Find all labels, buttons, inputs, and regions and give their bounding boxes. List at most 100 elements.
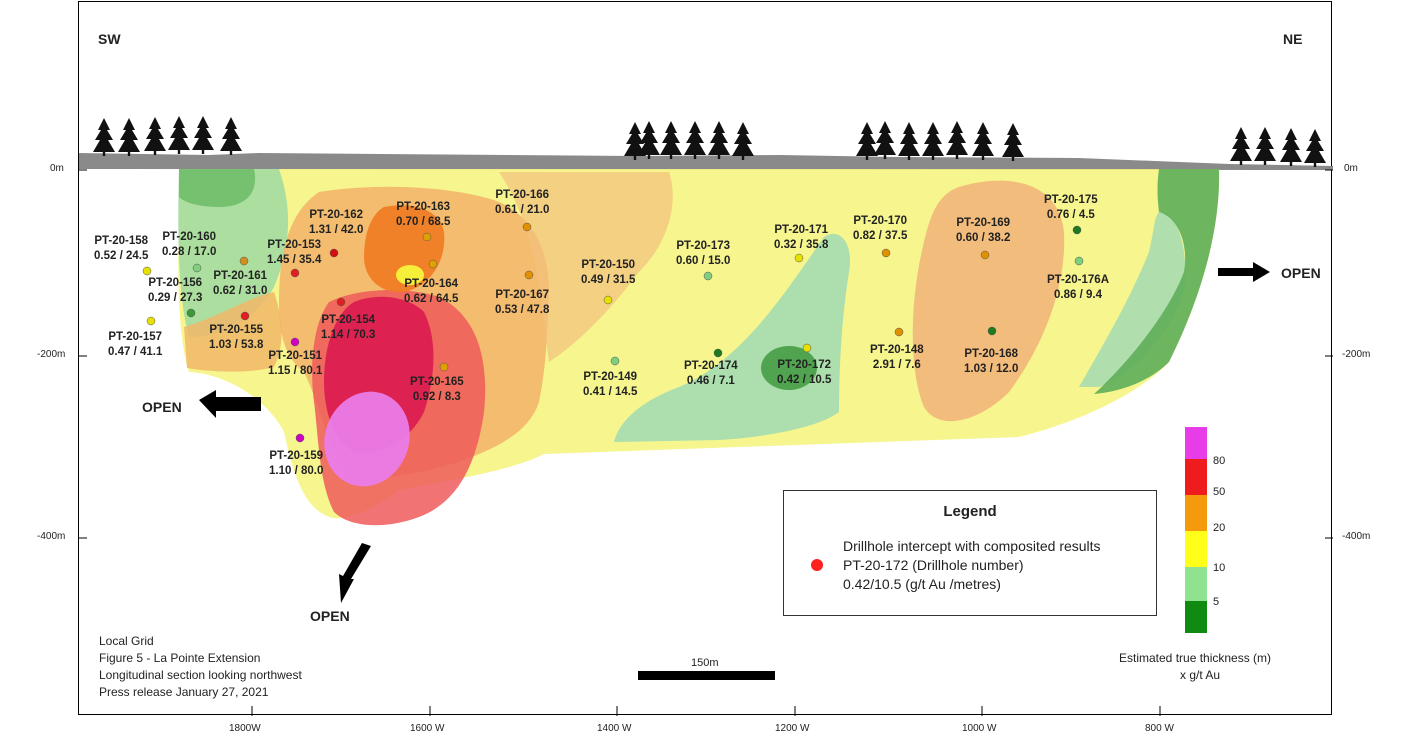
arrow-left-icon [199, 390, 261, 418]
drillhole-result: 0.61 / 21.0 [495, 204, 550, 216]
ne-label: NE [1283, 31, 1303, 47]
drillhole-label: PT-20-156 0.29 / 27.3 [148, 276, 202, 306]
drillhole-marker [422, 232, 432, 242]
depth-ticks [79, 169, 1333, 539]
easting-ticks [251, 706, 1161, 716]
open-arrows [199, 262, 1270, 603]
color-scale-label: 10 [1213, 562, 1226, 574]
zone-0-5-west [179, 169, 256, 207]
drillhole-label: PT-20-162 1.31 / 42.0 [309, 208, 363, 238]
legend-line-1: Drillhole intercept with composited resu… [843, 538, 1101, 554]
footer-line: Longitudinal section looking northwest [99, 668, 302, 682]
zone-10-20-core [396, 265, 424, 285]
drillhole-label: PT-20-155 1.03 / 53.8 [209, 323, 263, 353]
drillhole-marker [980, 250, 990, 260]
depth-label-right-400: -400m [1342, 531, 1371, 542]
open-label-west: OPEN [142, 399, 182, 415]
zone-5-10-central [614, 233, 850, 442]
drillhole-id: PT-20-166 [495, 189, 550, 201]
color-scale-bar [1185, 427, 1207, 633]
drillhole-label: PT-20-161 0.62 / 31.0 [213, 269, 267, 299]
colorscale-caption-2: x g/t Au [1180, 668, 1221, 682]
drillhole-marker [1074, 256, 1084, 266]
drillhole-label: PT-20-153 1.45 / 35.4 [267, 238, 321, 268]
drillhole-result: 0.53 / 47.8 [495, 304, 550, 316]
color-scale-label: 80 [1213, 455, 1226, 467]
color-scale-label: 5 [1213, 596, 1220, 608]
drillhole-id: PT-20-153 [267, 239, 322, 251]
drillhole-label: PT-20-173 0.60 / 15.0 [676, 239, 730, 269]
drillhole-marker [428, 259, 438, 269]
zone-5-10-east [1079, 212, 1186, 387]
drillhole-result: 0.41 / 14.5 [583, 386, 638, 398]
drillhole-marker [192, 263, 202, 273]
color-scale-segment [1185, 427, 1207, 459]
drillhole-result: 2.91 / 7.6 [872, 359, 921, 371]
ground-surface [79, 153, 1333, 170]
section-frame: SW NE OPEN OPEN OPEN PT-20-158 0.52 / 24.… [78, 1, 1333, 716]
drillhole-label: PT-20-157 0.47 / 41.1 [108, 330, 162, 360]
drillhole-label: PT-20-170 0.82 / 37.5 [853, 214, 907, 244]
drillhole-marker [713, 348, 723, 358]
color-scale-segment [1185, 531, 1207, 567]
drillhole-id: PT-20-150 [581, 259, 636, 271]
easting-label: 1000 W [962, 723, 997, 734]
legend: Legend Drillhole intercept with composit… [783, 490, 1157, 616]
drillhole-marker [894, 327, 904, 337]
drillhole-id: PT-20-169 [956, 217, 1011, 229]
drillhole-label: PT-20-166 0.61 / 21.0 [495, 188, 549, 218]
drillhole-label: PT-20-148 2.91 / 7.6 [870, 343, 924, 373]
drillhole-label: PT-20-176A 0.86 / 9.4 [1047, 273, 1109, 303]
drillhole-result: 1.15 / 80.1 [268, 365, 323, 377]
arrow-down-icon [339, 543, 371, 603]
drillhole-id: PT-20-173 [676, 240, 731, 252]
drillhole-marker [240, 311, 250, 321]
drillhole-result: 0.62 / 64.5 [404, 293, 459, 305]
drillhole-marker [295, 433, 305, 443]
drillhole-label: PT-20-172 0.42 / 10.5 [777, 358, 831, 388]
drillhole-id: PT-20-175 [1044, 194, 1098, 206]
drillhole-id: PT-20-155 [209, 324, 264, 336]
color-scale-segment [1185, 459, 1207, 495]
drillhole-id: PT-20-171 [774, 224, 829, 236]
drillhole-result: 0.92 / 8.3 [412, 391, 461, 403]
longitudinal-section [79, 116, 1333, 716]
easting-label: 800 W [1145, 723, 1174, 734]
easting-label: 1400 W [597, 723, 632, 734]
drillhole-marker [239, 256, 249, 266]
drillhole-id: PT-20-167 [495, 289, 550, 301]
easting-label: 1200 W [775, 723, 810, 734]
drillhole-result: 0.60 / 38.2 [956, 232, 1011, 244]
drillhole-label: PT-20-167 0.53 / 47.8 [495, 288, 549, 318]
drillhole-id: PT-20-160 [162, 231, 217, 243]
depth-label-right-0: 0m [1344, 163, 1358, 174]
drillhole-label: PT-20-151 1.15 / 80.1 [268, 349, 322, 379]
open-label-down: OPEN [310, 608, 350, 624]
drillhole-id: PT-20-163 [396, 201, 451, 213]
drillhole-label: PT-20-165 0.92 / 8.3 [410, 375, 464, 405]
drillhole-result: 0.47 / 41.1 [108, 346, 163, 358]
drillhole-marker [186, 308, 196, 318]
legend-line-2: PT-20-172 (Drillhole number) [843, 557, 1024, 573]
grade-thickness-contours [178, 169, 1220, 526]
drillhole-result: 1.03 / 12.0 [964, 363, 1019, 375]
drillhole-result: 0.86 / 9.4 [1054, 289, 1102, 301]
drillhole-result: 0.60 / 15.0 [676, 255, 731, 267]
footer-line: Figure 5 - La Pointe Extension [99, 651, 261, 665]
drillhole-result: 0.46 / 7.1 [686, 375, 735, 387]
drillhole-marker [142, 266, 152, 276]
drillhole-id: PT-20-170 [853, 215, 908, 227]
depth-label-left-200: -200m [37, 349, 66, 360]
drillhole-id: PT-20-165 [410, 376, 464, 388]
drillhole-marker [703, 271, 713, 281]
drillhole-id: PT-20-164 [404, 278, 459, 290]
color-scale-label: 50 [1213, 486, 1226, 498]
drillhole-label: PT-20-163 0.70 / 68.5 [396, 200, 450, 230]
arrow-right-icon [1218, 262, 1270, 282]
zone-5-10-west [178, 169, 289, 337]
drillhole-label: PT-20-150 0.49 / 31.5 [581, 258, 635, 288]
drillhole-result: 1.31 / 42.0 [309, 224, 364, 236]
drillhole-result: 0.32 / 35.8 [774, 239, 829, 251]
easting-label: 1600 W [410, 723, 445, 734]
drillhole-marker [524, 270, 534, 280]
